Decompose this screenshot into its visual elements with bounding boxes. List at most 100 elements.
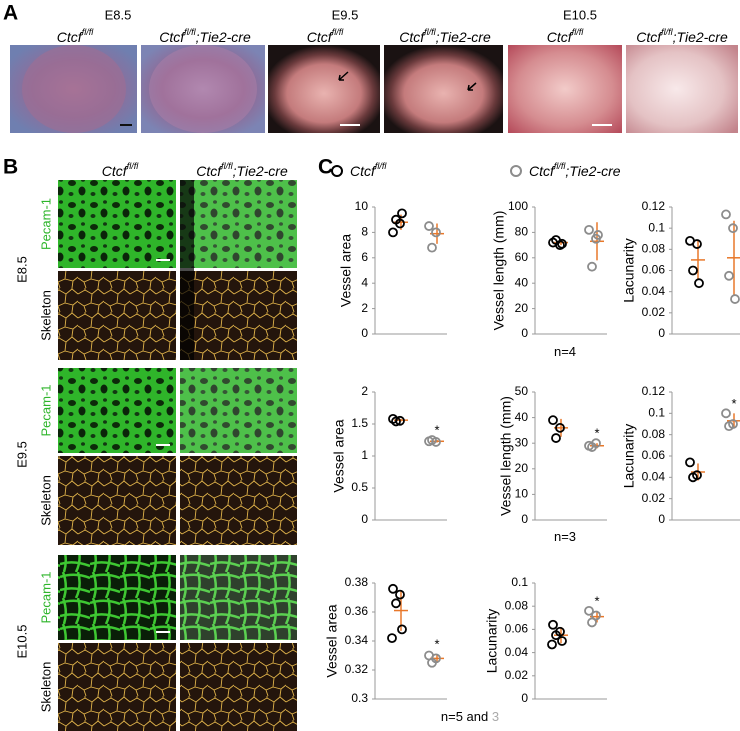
genotype-label: Ctcffl/fl;Tie2-cre (399, 27, 491, 44)
y-tick-label: 0 (658, 512, 665, 526)
stage-label: E8.5 (14, 256, 29, 283)
data-point (587, 617, 597, 628)
y-tick-label: 0.12 (642, 384, 666, 398)
data-point (427, 435, 437, 445)
text-part: fl/fl (127, 161, 140, 171)
data-point (557, 636, 567, 646)
data-point (547, 639, 557, 650)
significance-mark: * (594, 593, 599, 608)
data-point (387, 633, 397, 643)
data-point (724, 421, 734, 432)
data-point (730, 294, 740, 304)
y-tick-label: 0.12 (642, 199, 666, 213)
overlay-label: Skeleton (38, 475, 53, 526)
text-part: fl/fl (375, 161, 388, 171)
y-tick-label: 100 (508, 199, 528, 213)
y-axis-label: Vessel area (324, 604, 340, 677)
y-axis-label: Lacunarity (484, 609, 500, 674)
data-point (721, 209, 731, 220)
genotype-label: Ctcffl/fl;Tie2-cre (529, 161, 621, 178)
data-point (685, 457, 695, 468)
sample-size: n=4 (554, 344, 576, 359)
y-axis-label: Vessel area (338, 234, 354, 307)
y-tick-label: 0.06 (642, 263, 666, 277)
data-point (397, 624, 407, 635)
skeleton-image (58, 271, 176, 360)
data-point (692, 239, 702, 249)
skeleton-image (180, 643, 297, 731)
text-part: 3 (492, 709, 499, 724)
y-tick-label: 8 (361, 225, 368, 239)
panel-label: B (3, 156, 18, 179)
y-tick-label: 0.38 (345, 575, 369, 589)
photo (508, 45, 622, 133)
text-part: fl/fl (82, 27, 95, 37)
genotype-label: Ctcffl/fl;Tie2-cre (159, 27, 251, 44)
photo (384, 45, 503, 133)
y-tick-label: 0.5 (351, 480, 368, 494)
y-tick-label: 0.04 (505, 645, 529, 659)
y-tick-label: 0 (521, 326, 528, 340)
skeleton-image (58, 643, 176, 731)
data-point (724, 270, 734, 281)
text-part: Ctcf (196, 163, 223, 179)
photo (268, 45, 380, 133)
y-tick-label: 0.36 (345, 604, 369, 618)
y-tick-label: 0.1 (648, 220, 665, 234)
dark-strip (180, 180, 194, 360)
stage-label: E9.5 (14, 441, 29, 468)
skeleton-image (180, 271, 297, 360)
pecam-image (58, 555, 176, 640)
y-tick-label: 0 (521, 691, 528, 705)
data-point (388, 583, 398, 594)
skeleton-image (58, 456, 176, 545)
y-tick-label: 2 (361, 301, 368, 315)
text-part: fl/fl (661, 27, 674, 37)
data-point (427, 657, 437, 668)
data-point (555, 422, 565, 433)
arrow (338, 71, 349, 81)
data-point (395, 415, 405, 426)
text-part: Ctcf (159, 29, 186, 45)
y-tick-label: 0.04 (642, 470, 666, 484)
data-point (587, 442, 597, 452)
sample-size: n=5 and 3 (441, 709, 499, 724)
text-part: fl/fl (554, 161, 567, 171)
y-tick-label: 40 (515, 275, 529, 289)
y-tick-label: 1 (361, 448, 368, 462)
text-part: Ctcf (529, 163, 556, 179)
text-part: Ctcf (57, 29, 84, 45)
y-tick-label: 0 (361, 512, 368, 526)
text-part: fl/fl (424, 27, 437, 37)
y-tick-label: 0 (521, 512, 528, 526)
y-axis-label: Lacunarity (621, 424, 637, 489)
data-point (391, 416, 401, 427)
text-part: ;Tie2-cre (565, 163, 620, 179)
genotype-label: Ctcffl/fl (307, 27, 344, 44)
embryo-photos (10, 45, 738, 133)
y-tick-label: 0 (658, 326, 665, 340)
y-axis-label: Vessel length (mm) (498, 396, 514, 516)
data-point (694, 278, 704, 289)
y-tick-label: 0.06 (505, 622, 529, 636)
y-tick-label: 0.34 (345, 633, 369, 647)
data-point (391, 214, 401, 225)
text-part: ;Tie2-cre (436, 29, 491, 45)
pecam-image (58, 368, 176, 453)
text-part: Ctcf (399, 29, 426, 45)
y-tick-label: 40 (515, 410, 529, 424)
y-axis-label: Lacunarity (621, 238, 637, 303)
data-point (688, 265, 698, 276)
y-tick-label: 6 (361, 250, 368, 264)
legend-marker (510, 165, 522, 177)
pecam-image (180, 368, 297, 453)
photo (626, 45, 738, 133)
stage-label: E10.5 (563, 7, 597, 22)
y-tick-label: 0.08 (642, 427, 666, 441)
data-point (431, 227, 441, 238)
y-tick-label: 0.02 (642, 305, 666, 319)
overlay-label: Skeleton (38, 662, 53, 713)
text-part: Ctcf (636, 29, 663, 45)
overlay-label: Skeleton (38, 290, 53, 341)
